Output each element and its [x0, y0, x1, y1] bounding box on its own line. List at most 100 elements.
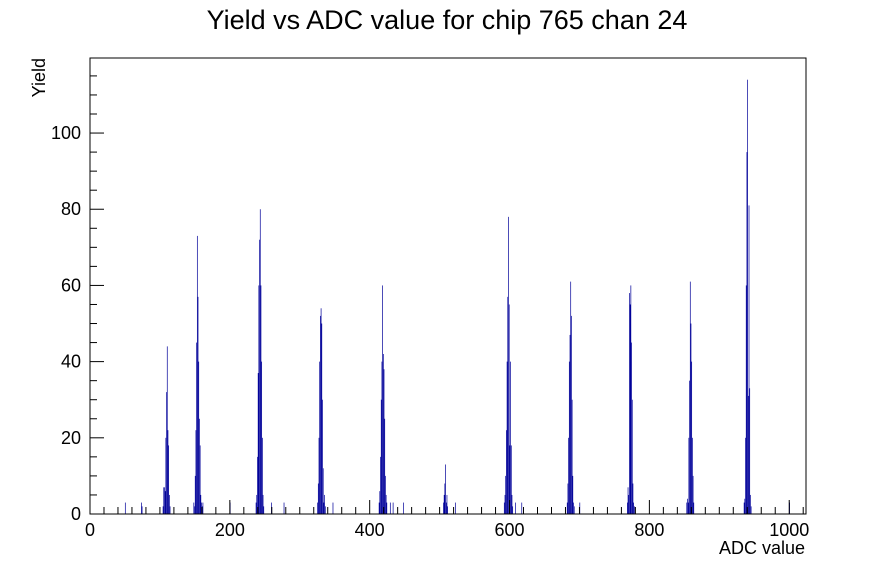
x-tick-label: 400 — [355, 520, 385, 540]
plot-frame — [89, 57, 807, 515]
histogram-bar — [164, 491, 166, 514]
histogram-bar — [629, 293, 630, 514]
histogram-bar — [687, 498, 688, 514]
histogram-bar — [381, 361, 383, 514]
histogram-bar — [257, 373, 259, 514]
histogram-bar — [259, 209, 261, 515]
histogram-bar — [573, 502, 574, 514]
histogram-bar — [332, 502, 334, 514]
x-tick-label: 200 — [215, 520, 245, 540]
histogram-bar — [163, 487, 165, 514]
histogram-bars — [124, 79, 790, 515]
histogram-bar — [745, 285, 747, 514]
histogram-bar — [633, 506, 635, 514]
histogram-bar — [141, 502, 142, 514]
histogram-bar — [571, 399, 573, 514]
y-axis: 0 20 40 60 80 100 — [51, 75, 104, 524]
histogram-bar — [380, 456, 381, 514]
histogram-bar — [508, 304, 510, 514]
histogram-bar — [750, 494, 751, 514]
histogram-bar — [168, 445, 170, 514]
histogram-bar — [320, 315, 321, 514]
histogram-bar — [261, 361, 263, 514]
y-tick-label: 20 — [61, 428, 81, 448]
histogram-bar — [194, 506, 195, 514]
histogram-bar — [383, 369, 385, 514]
histogram-bar — [749, 388, 751, 514]
histogram-bar — [506, 430, 507, 514]
histogram-bar — [141, 506, 143, 514]
histogram-bar — [385, 494, 387, 514]
histogram-bar — [508, 216, 509, 515]
histogram-bar — [166, 392, 167, 514]
x-tick-label: 0 — [85, 520, 95, 540]
histogram-bar — [692, 475, 694, 514]
histogram-bar — [688, 437, 690, 514]
histogram-bar — [512, 506, 514, 514]
histogram-bar — [384, 418, 386, 514]
histogram-bar — [196, 235, 198, 514]
histogram-bar — [454, 502, 456, 514]
histogram-bar — [566, 502, 568, 514]
histogram-bar — [166, 346, 168, 514]
histogram-bar — [324, 494, 325, 514]
histogram-bar — [509, 445, 511, 514]
histogram-bar — [202, 502, 204, 514]
y-tick-label: 40 — [61, 352, 81, 372]
histogram-bar — [378, 502, 380, 514]
histogram-bar — [568, 361, 570, 514]
histogram-bar — [380, 399, 382, 514]
histogram-bar — [260, 285, 262, 514]
histogram-bar — [124, 502, 126, 514]
histogram-bar — [195, 430, 197, 514]
histogram-bar — [256, 494, 258, 514]
chart-title: Yield vs ADC value for chip 765 chan 24 — [207, 5, 688, 35]
histogram-bar — [196, 342, 197, 514]
histogram-bar — [569, 334, 571, 514]
histogram-bar — [389, 502, 391, 514]
histogram-bar — [259, 239, 260, 514]
histogram-bar — [505, 475, 507, 514]
histogram-bar — [317, 502, 318, 514]
histogram-bar — [630, 285, 632, 514]
histogram-bar — [324, 506, 326, 514]
histogram-bar — [392, 502, 394, 514]
histogram-bar — [321, 323, 323, 514]
histogram-bar — [570, 281, 572, 514]
histogram-bar — [689, 281, 691, 514]
histogram-bar — [631, 399, 633, 514]
histogram-bar — [446, 494, 448, 514]
histogram-bar — [750, 506, 752, 514]
histogram-bar — [445, 464, 446, 514]
histogram-bar — [627, 487, 629, 514]
y-tick-label: 60 — [61, 275, 81, 295]
histogram-bar — [689, 380, 690, 514]
histogram-bar — [515, 502, 516, 514]
histogram-bar — [320, 308, 322, 514]
histogram-bar — [506, 361, 508, 514]
histogram-bar — [687, 502, 689, 514]
histogram-bar — [199, 445, 201, 514]
x-tick-label: 600 — [495, 520, 525, 540]
histogram-bar — [323, 502, 325, 514]
histogram-bar — [693, 502, 695, 514]
histogram-bar — [443, 502, 444, 514]
histogram-bar — [443, 494, 445, 514]
histogram-bar — [627, 502, 628, 514]
histogram-bar — [385, 475, 386, 514]
histogram-bar — [629, 304, 631, 514]
histogram-bar — [197, 296, 199, 514]
histogram-bar — [745, 437, 746, 514]
histogram-bar — [743, 502, 745, 514]
histogram-bar — [164, 487, 165, 514]
histogram-bar — [444, 483, 446, 514]
histogram-bar — [382, 354, 384, 514]
histogram-bar — [403, 502, 404, 514]
histogram-bar — [504, 494, 506, 514]
histogram-bar — [573, 506, 575, 514]
histogram-bar — [322, 399, 323, 514]
histogram-bar — [507, 296, 509, 514]
histogram-bar — [167, 430, 169, 514]
histogram-bar — [744, 498, 746, 514]
